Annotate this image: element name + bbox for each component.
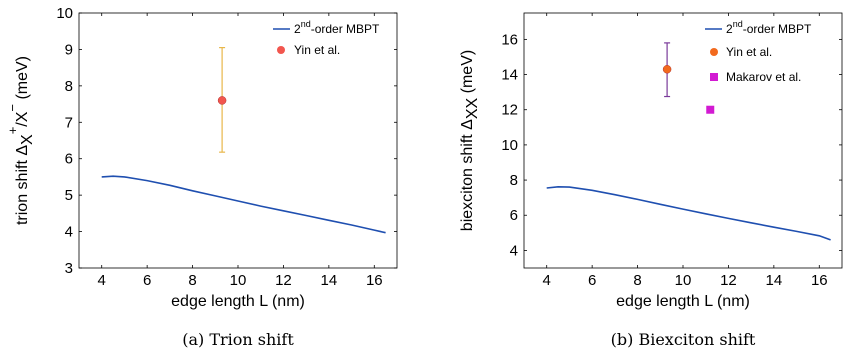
- legend-label-main: 2: [726, 22, 733, 36]
- x-tick-label: 12: [275, 272, 292, 289]
- legend-label-superscript: nd: [301, 19, 311, 29]
- x-axis-label: edge length L (nm): [616, 293, 750, 310]
- x-tick-label: 14: [766, 272, 783, 289]
- x-tick-label: 14: [321, 272, 338, 289]
- y-tick-label: 12: [501, 102, 518, 119]
- y-tick-label: 7: [65, 114, 73, 131]
- y-axis-label: trion shift ΔX+/X− (meV): [5, 56, 36, 225]
- plot-frame: [78, 12, 398, 269]
- legend-marker-yin: [277, 46, 285, 54]
- y-axis-label-unit: (meV): [14, 56, 31, 104]
- x-tick-label: 16: [366, 272, 383, 289]
- y-axis-label-prefix: biexciton shift: [459, 130, 476, 231]
- y-tick-label: 4: [510, 242, 518, 259]
- legend-marker-yin: [710, 48, 718, 56]
- panel-caption: (a) Trion shift: [182, 330, 294, 349]
- x-tick-label: 16: [811, 272, 828, 289]
- y-axis-label: biexciton shift ΔXX (meV): [459, 50, 481, 231]
- data-point-yin: [662, 65, 672, 74]
- x-axis-label: edge length L (nm): [171, 293, 305, 310]
- panel-b: 4 6 8 10 12 14 16 4 6 8 10 12 14 16 edge length L (nm)…: [459, 12, 843, 349]
- y-tick-label: 9: [65, 41, 73, 58]
- legend-label-yin: Yin et al.: [726, 45, 772, 59]
- x-tick-label: 4: [98, 272, 106, 289]
- y-tick-label: 14: [501, 67, 518, 84]
- x-tick-label: 6: [143, 272, 151, 289]
- x-tick-label: 8: [633, 272, 641, 289]
- y-tick-label: 10: [56, 5, 73, 22]
- legend-marker-makarov: [710, 73, 718, 81]
- legend-label-tail: -order MBPT: [743, 22, 812, 36]
- y-axis-label-subscript: X: [19, 134, 36, 145]
- x-tick-label: 12: [720, 272, 737, 289]
- x-tick-label: 4: [543, 272, 551, 289]
- y-axis-label-symbol: Δ: [459, 119, 476, 130]
- legend-label-main: 2: [294, 22, 301, 36]
- y-tick-label: 8: [65, 78, 73, 95]
- y-tick-label: 6: [510, 207, 518, 224]
- x-tick-label: 8: [188, 272, 196, 289]
- y-axis-label-symbol: Δ: [14, 145, 31, 156]
- y-tick-label: 4: [65, 224, 73, 241]
- panel-a: 4 6 8 10 12 14 16 3 4 5 6 7 8 9 10 edge length L (nm) tr…: [5, 5, 398, 349]
- y-tick-label: 6: [65, 151, 73, 168]
- y-axis-label-subscript-2: /X: [14, 111, 31, 126]
- y-tick-label: 8: [510, 172, 518, 189]
- y-tick-label: 5: [65, 187, 73, 204]
- panel-caption: (b) Biexciton shift: [611, 330, 756, 349]
- x-tick-label: 10: [230, 272, 247, 289]
- y-tick-label: 16: [501, 31, 518, 48]
- legend-label-makarov: Makarov et al.: [726, 70, 801, 84]
- legend-label-mbpt: 2nd-order MBPT: [294, 19, 380, 36]
- plot-frame: [523, 12, 843, 269]
- data-point-makarov: [706, 105, 715, 114]
- data-point-yin: [217, 96, 227, 105]
- y-tick-label: 3: [65, 260, 73, 277]
- y-axis-label-superscript-2: −: [5, 104, 20, 112]
- legend-label-yin: Yin et al.: [294, 43, 340, 57]
- y-tick-label: 10: [501, 137, 518, 154]
- legend-label-tail: -order MBPT: [311, 22, 380, 36]
- legend-label-mbpt: 2nd-order MBPT: [726, 19, 812, 36]
- x-tick-label: 6: [588, 272, 596, 289]
- y-axis-label-unit: (meV): [459, 50, 476, 98]
- series-line-mbpt: [101, 175, 386, 234]
- y-axis-label-prefix: trion shift: [14, 156, 31, 225]
- series-line-mbpt: [546, 185, 831, 241]
- x-tick-label: 10: [675, 272, 692, 289]
- legend-label-superscript: nd: [733, 19, 743, 29]
- y-axis-label-subscript: XX: [464, 97, 481, 119]
- y-axis-label-superscript: +: [5, 127, 20, 135]
